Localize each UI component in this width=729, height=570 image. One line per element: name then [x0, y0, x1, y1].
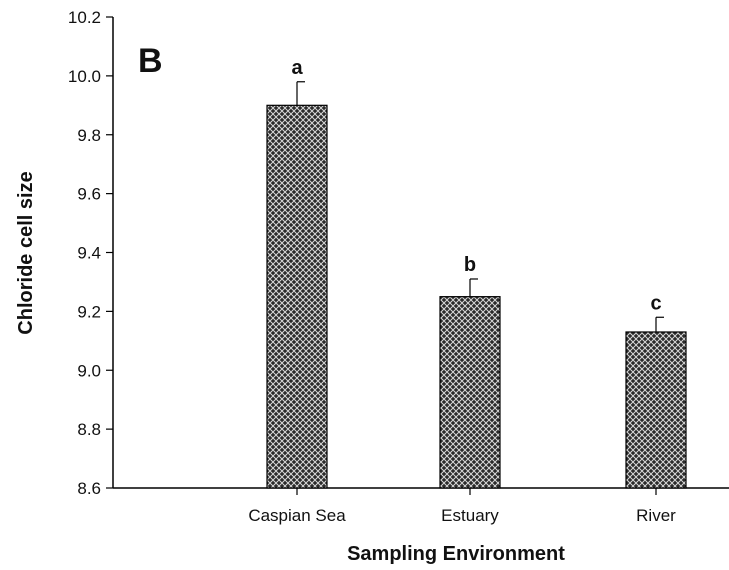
significance-letter: b	[464, 254, 476, 276]
panel-label: B	[138, 42, 163, 80]
y-tick-label: 9.0	[77, 361, 101, 380]
x-tick-label: Caspian Sea	[248, 506, 346, 525]
x-tick-label: River	[636, 506, 676, 525]
y-tick-label: 10.0	[68, 67, 101, 86]
y-tick-label: 8.8	[77, 420, 101, 439]
y-tick-label: 10.2	[68, 8, 101, 27]
y-tick-label: 8.6	[77, 479, 101, 498]
x-tick-label: Estuary	[441, 506, 499, 525]
y-tick-label: 9.2	[77, 302, 101, 321]
significance-letter: c	[650, 292, 661, 314]
y-tick-label: 9.4	[77, 244, 101, 263]
plot-area: 8.6 8.8 9.0 9.2 9.4 9.6 9.8 10.0 10.2 a Caspian Se…	[68, 8, 729, 525]
bar-caspian-sea	[266, 104, 328, 489]
significance-letter: a	[291, 57, 303, 79]
y-axis-title: Chloride cell size	[15, 171, 37, 334]
y-tick-label: 9.6	[77, 185, 101, 204]
bar-river	[625, 331, 687, 489]
y-tick-label: 9.8	[77, 126, 101, 145]
x-axis-title: Sampling Environment	[347, 543, 565, 565]
bar-estuary	[439, 296, 501, 489]
